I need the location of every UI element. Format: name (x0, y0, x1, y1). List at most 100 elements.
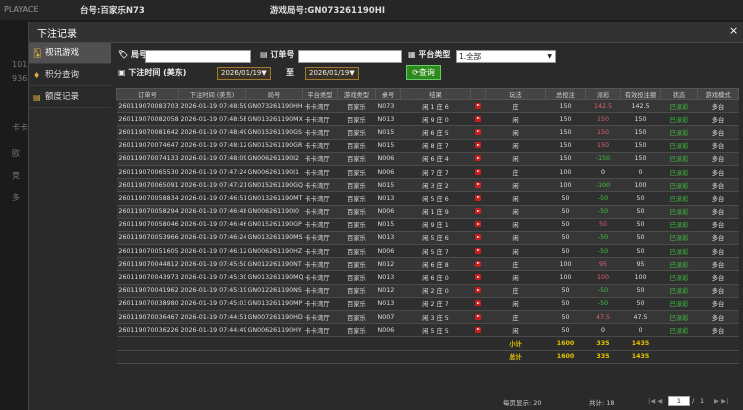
cell: 50 (620, 244, 661, 259)
sidebar-item[interactable]: ▤ 额度记录 (29, 87, 111, 108)
cell: 卡卡湾厅 (302, 284, 338, 298)
cell: 多台 (697, 284, 739, 298)
cell: 闲 (485, 323, 546, 338)
cell: 2026-01-19 07:48:59 (178, 99, 246, 114)
total-count: 共计: 18 (589, 397, 615, 407)
cell: GN013261190MS (245, 231, 303, 246)
side-text: 欧 (12, 149, 20, 158)
cell: 闲 2 庄 0 (400, 284, 471, 298)
cell: 闲 1 庄 6 (400, 99, 471, 114)
header-row: 订单号 下注时间 (美东) 局号 平台类型 游戏类型 桌号 结果 玩法 总投注 派彩 有效投注额 状态… (116, 88, 739, 100)
table-row: 260119070074133 2026-01-19 07:48:09 GN0062… (116, 152, 739, 166)
table-row: 260119070081642 2026-01-19 07:48:49 GN0152… (116, 125, 739, 140)
column-header: 玩法 (485, 88, 546, 100)
cell (470, 350, 486, 364)
cell: 50 (620, 284, 661, 298)
cell: 2026-01-19 07:44:49 (178, 323, 246, 338)
sidebar-item[interactable]: ♦ 积分查询 (29, 65, 111, 86)
cell: GN015261190GS (245, 125, 303, 140)
cell (178, 350, 246, 364)
cell: 百家乐 (337, 125, 376, 140)
cell: 2026-01-19 07:47:24 (178, 165, 246, 180)
play-icon (475, 142, 481, 149)
page-input[interactable]: 1 (668, 396, 690, 406)
cell: 2026-01-19 07:45:30 (178, 270, 246, 285)
cell: 260119070053966 (116, 231, 179, 246)
icon: ▤ (33, 93, 41, 102)
cell: 150 (545, 99, 586, 114)
cell: 260119070036226 (116, 323, 179, 338)
cell: 闲 6 庄 5 (400, 125, 471, 140)
pager-next[interactable]: ▶ ▶| (714, 397, 729, 405)
column-header: 派彩 (585, 88, 621, 100)
cell: 多台 (697, 231, 739, 246)
value: 18 (606, 399, 615, 407)
cell: 2026-01-19 07:48:12 (178, 139, 246, 153)
sidebar-item[interactable]: 🂡 视讯游戏 (29, 43, 111, 64)
date-to[interactable]: 2026/01/19▼ (305, 67, 359, 80)
cell: 百家乐 (337, 99, 376, 114)
cell: 2026-01-19 07:45:19 (178, 284, 246, 298)
cell: 百家乐 (337, 270, 376, 285)
cell: 闲 (485, 297, 546, 312)
play-icon (475, 313, 481, 320)
cell: 卡卡湾厅 (302, 323, 338, 338)
pager-prev[interactable]: |◀ ◀ (648, 397, 663, 405)
cell: -50 (585, 205, 621, 219)
column-header: 结果 (400, 88, 471, 100)
result-icon (470, 178, 486, 193)
date-from[interactable]: 2026/01/19▼ (217, 67, 271, 80)
cell: 260119070065091 (116, 178, 179, 193)
cell: 260119070065530 (116, 165, 179, 180)
cell: -50 (585, 284, 621, 298)
button-text: 查询 (418, 68, 435, 77)
modal-title: 下注记录 (37, 29, 77, 40)
cell: N007 (375, 310, 401, 325)
cell: 小计 (485, 336, 546, 351)
table-row: 260119070043973 2026-01-19 07:45:30 GN0132… (116, 270, 739, 285)
cell: 闲 9 庄 1 (400, 218, 471, 232)
order-label: ▤ 订单号 (260, 50, 295, 59)
sidebar-label: 积分查询 (45, 70, 80, 80)
cell: 50 (545, 323, 586, 338)
round-label: 🏷 局号 (118, 50, 147, 59)
cell: 2026-01-19 07:48:09 (178, 152, 246, 166)
result-icon (470, 310, 486, 325)
cell (660, 336, 698, 351)
cell: 50 (545, 218, 586, 232)
cell: GN006261190HY (245, 323, 303, 338)
cell: 已派彩 (660, 231, 698, 246)
cell: 闲 (485, 139, 546, 153)
cell: GN006261190HZ (245, 244, 303, 259)
result-icon (470, 323, 486, 338)
side-text: 936 (12, 74, 28, 83)
cell: 已派彩 (660, 125, 698, 140)
result-icon (470, 152, 486, 166)
cell: 已派彩 (660, 284, 698, 298)
query-button[interactable]: ⟳查询 (406, 65, 441, 80)
platform-select[interactable]: 1.全部 ▼ (456, 50, 556, 63)
cell (697, 336, 739, 351)
cell: 多台 (697, 139, 739, 153)
cell: 闲 (485, 244, 546, 259)
cell: 50 (620, 191, 661, 206)
cell: 335 (585, 336, 621, 351)
cell: GN006261190I0 (245, 205, 303, 219)
close-button[interactable]: × (729, 24, 739, 37)
round-label: 游戏局号:GN073261190HI (270, 6, 385, 16)
cell: 多台 (697, 125, 739, 140)
cell: 100 (585, 270, 621, 285)
cell: 2026-01-19 07:44:51 (178, 310, 246, 325)
cell: 0 (620, 165, 661, 180)
bet-table: 订单号 下注时间 (美东) 局号 平台类型 游戏类型 桌号 结果 玩法 总投注 派彩 有效投注额 状态… (116, 88, 739, 364)
cell: -100 (585, 178, 621, 193)
round-input[interactable] (145, 50, 251, 63)
cell: 多台 (697, 323, 739, 338)
cell (697, 350, 739, 364)
cell: 47.5 (585, 310, 621, 325)
side-text: 多 (12, 193, 20, 202)
order-input[interactable] (298, 50, 402, 63)
play-icon (475, 115, 481, 122)
table-row: 260119070036226 2026-01-19 07:44:49 GN0062… (116, 323, 739, 338)
play-icon (475, 287, 481, 294)
